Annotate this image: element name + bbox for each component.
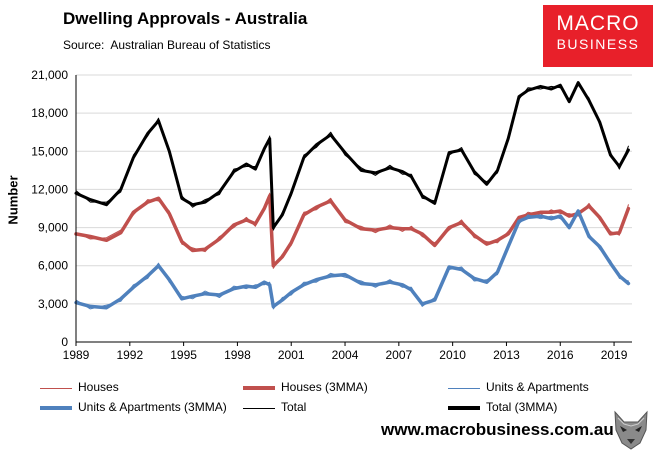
x-tick-label: 2010 bbox=[439, 348, 466, 362]
legend-swatch bbox=[40, 406, 72, 410]
x-tick-label: 2019 bbox=[601, 348, 628, 362]
x-tick-label: 1995 bbox=[170, 348, 197, 362]
legend-label: Houses bbox=[78, 380, 119, 394]
y-tick-label: 21,000 bbox=[31, 68, 68, 82]
chart-legend: Houses Houses (3MMA) Units & Apartments Uni… bbox=[0, 378, 660, 418]
legend-swatch bbox=[243, 386, 275, 390]
y-tick-label: 18,000 bbox=[31, 106, 68, 120]
legend-swatch bbox=[40, 388, 72, 389]
x-tick-label: 1998 bbox=[224, 348, 251, 362]
series-line-total-3mma bbox=[74, 81, 630, 230]
chart-title: Dwelling Approvals - Australia bbox=[63, 9, 308, 28]
series-line-total bbox=[75, 84, 629, 231]
macrobusiness-logo: MACRO BUSINESS bbox=[543, 5, 653, 67]
logo-line1: MACRO bbox=[556, 12, 640, 35]
chart-source: Source: Australian Bureau of Statistics bbox=[63, 38, 271, 52]
series-lines bbox=[74, 81, 631, 310]
x-tick-label: 2004 bbox=[332, 348, 359, 362]
legend-label: Houses (3MMA) bbox=[281, 380, 368, 394]
x-tick-label: 1992 bbox=[116, 348, 143, 362]
y-tick-label: 0 bbox=[61, 335, 68, 349]
y-tick-label: 15,000 bbox=[31, 144, 68, 158]
x-tick-label: 2007 bbox=[385, 348, 412, 362]
x-tick-label: 2016 bbox=[547, 348, 574, 362]
series-line-houses bbox=[75, 192, 629, 269]
x-tick-labels: 1989 1992 1995 1998 2001 2004 2007 2010 2013 2016… bbox=[63, 348, 628, 362]
y-tick-label: 3,000 bbox=[38, 297, 68, 311]
x-tick-label: 1989 bbox=[63, 348, 90, 362]
series-line-units-apartments bbox=[75, 213, 629, 310]
gridlines bbox=[76, 74, 632, 305]
logo-line2: BUSINESS bbox=[556, 36, 640, 52]
wolf-icon bbox=[614, 410, 648, 450]
legend-swatch bbox=[243, 408, 275, 409]
y-tick-label: 9,000 bbox=[38, 221, 68, 235]
legend-label: Units & Apartments (3MMA) bbox=[78, 400, 227, 414]
legend-swatch bbox=[448, 388, 480, 389]
x-tick-label: 2001 bbox=[278, 348, 305, 362]
legend-label: Total (3MMA) bbox=[486, 400, 558, 414]
axes bbox=[75, 75, 632, 346]
series-line-units-apartments-3mma bbox=[74, 209, 631, 310]
legend-swatch bbox=[448, 406, 480, 410]
y-tick-labels: 0 3,000 6,000 9,000 12,000 15,000 18,000 21,000 bbox=[31, 68, 68, 349]
series-line-houses-3mma bbox=[74, 194, 631, 268]
legend-label: Total bbox=[281, 400, 307, 414]
line-chart: 0 3,000 6,000 9,000 12,000 15,000 18,000 21,000… bbox=[31, 68, 632, 362]
legend-label: Units & Apartments bbox=[486, 380, 589, 394]
y-tick-label: 12,000 bbox=[31, 182, 68, 196]
website-url[interactable]: www.macrobusiness.com.au bbox=[381, 420, 614, 439]
x-tick-label: 2013 bbox=[493, 348, 520, 362]
y-tick-label: 6,000 bbox=[38, 259, 68, 273]
